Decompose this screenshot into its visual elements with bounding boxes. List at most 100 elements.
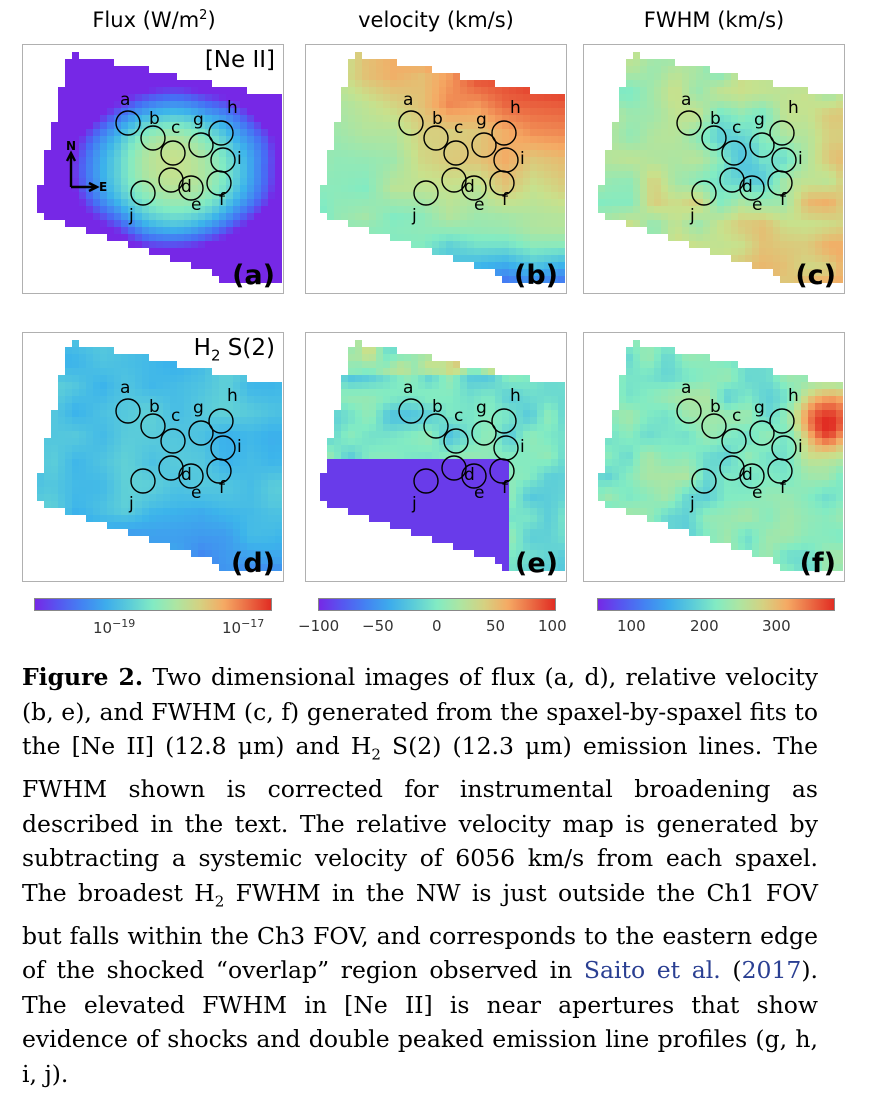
map-pixel <box>801 403 808 410</box>
map-pixel <box>128 227 135 234</box>
map-pixel <box>780 122 787 129</box>
map-pixel <box>219 494 226 501</box>
map-pixel <box>369 431 376 438</box>
map-pixel <box>348 501 355 508</box>
map-pixel <box>530 241 537 248</box>
map-pixel <box>362 73 369 80</box>
map-pixel <box>551 382 558 389</box>
map-pixel <box>198 94 205 101</box>
map-pixel <box>254 431 261 438</box>
map-pixel <box>348 108 355 115</box>
map-pixel <box>128 136 135 143</box>
map-pixel <box>128 199 135 206</box>
map-pixel <box>710 473 717 480</box>
map-pixel <box>100 122 107 129</box>
map-pixel <box>177 220 184 227</box>
map-pixel <box>128 213 135 220</box>
map-pixel <box>275 101 282 108</box>
map-pixel <box>397 171 404 178</box>
map-pixel <box>170 452 177 459</box>
map-pixel <box>822 129 829 136</box>
map-pixel <box>495 150 502 157</box>
map-pixel <box>247 234 254 241</box>
map-pixel <box>44 473 51 480</box>
map-pixel <box>516 241 523 248</box>
map-pixel <box>752 452 759 459</box>
map-pixel <box>184 150 191 157</box>
map-pixel <box>198 459 205 466</box>
map-pixel <box>254 536 261 543</box>
map-pixel <box>334 213 341 220</box>
map-pixel <box>474 438 481 445</box>
map-pixel <box>481 424 488 431</box>
map-pixel <box>170 199 177 206</box>
map-pixel <box>261 122 268 129</box>
map-pixel <box>79 424 86 431</box>
map-pixel <box>633 220 640 227</box>
map-pixel <box>836 431 843 438</box>
map-pixel <box>362 206 369 213</box>
map-pixel <box>551 550 558 557</box>
map-pixel <box>682 185 689 192</box>
map-pixel <box>502 515 509 522</box>
map-pixel <box>191 403 198 410</box>
map-pixel <box>65 220 72 227</box>
map-pixel <box>411 199 418 206</box>
map-pixel <box>551 213 558 220</box>
map-pixel <box>58 108 65 115</box>
map-pixel <box>558 403 565 410</box>
map-pixel <box>404 178 411 185</box>
map-pixel <box>537 501 544 508</box>
map-pixel <box>808 143 815 150</box>
map-pixel <box>334 452 341 459</box>
map-pixel <box>397 410 404 417</box>
map-pixel <box>226 536 233 543</box>
map-pixel <box>668 87 675 94</box>
map-pixel <box>205 522 212 529</box>
map-pixel <box>836 94 843 101</box>
map-pixel <box>93 382 100 389</box>
map-pixel <box>275 487 282 494</box>
map-pixel <box>261 501 268 508</box>
map-pixel <box>675 227 682 234</box>
map-pixel <box>219 466 226 473</box>
map-pixel <box>446 136 453 143</box>
map-pixel <box>537 536 544 543</box>
map-pixel <box>808 445 815 452</box>
map-pixel <box>72 487 79 494</box>
map-pixel <box>205 382 212 389</box>
map-pixel <box>488 375 495 382</box>
map-pixel <box>327 494 334 501</box>
map-pixel <box>619 164 626 171</box>
map-pixel <box>170 87 177 94</box>
map-pixel <box>794 136 801 143</box>
map-pixel <box>822 220 829 227</box>
map-pixel <box>481 227 488 234</box>
map-pixel <box>397 508 404 515</box>
map-pixel <box>661 129 668 136</box>
map-pixel <box>79 164 86 171</box>
map-pixel <box>275 164 282 171</box>
map-pixel <box>163 452 170 459</box>
map-pixel <box>717 410 724 417</box>
map-pixel <box>640 206 647 213</box>
map-pixel <box>411 382 418 389</box>
map-pixel <box>773 115 780 122</box>
map-pixel <box>836 248 843 255</box>
map-pixel <box>268 515 275 522</box>
map-pixel <box>530 136 537 143</box>
map-pixel <box>446 445 453 452</box>
map-pixel <box>647 185 654 192</box>
map-pixel <box>801 241 808 248</box>
map-pixel <box>72 129 79 136</box>
map-pixel <box>233 403 240 410</box>
map-pixel <box>348 220 355 227</box>
map-pixel <box>640 185 647 192</box>
map-pixel <box>731 368 738 375</box>
map-pixel <box>418 522 425 529</box>
map-pixel <box>815 269 822 276</box>
map-pixel <box>425 459 432 466</box>
map-pixel <box>801 178 808 185</box>
map-pixel <box>72 171 79 178</box>
map-pixel <box>327 178 334 185</box>
